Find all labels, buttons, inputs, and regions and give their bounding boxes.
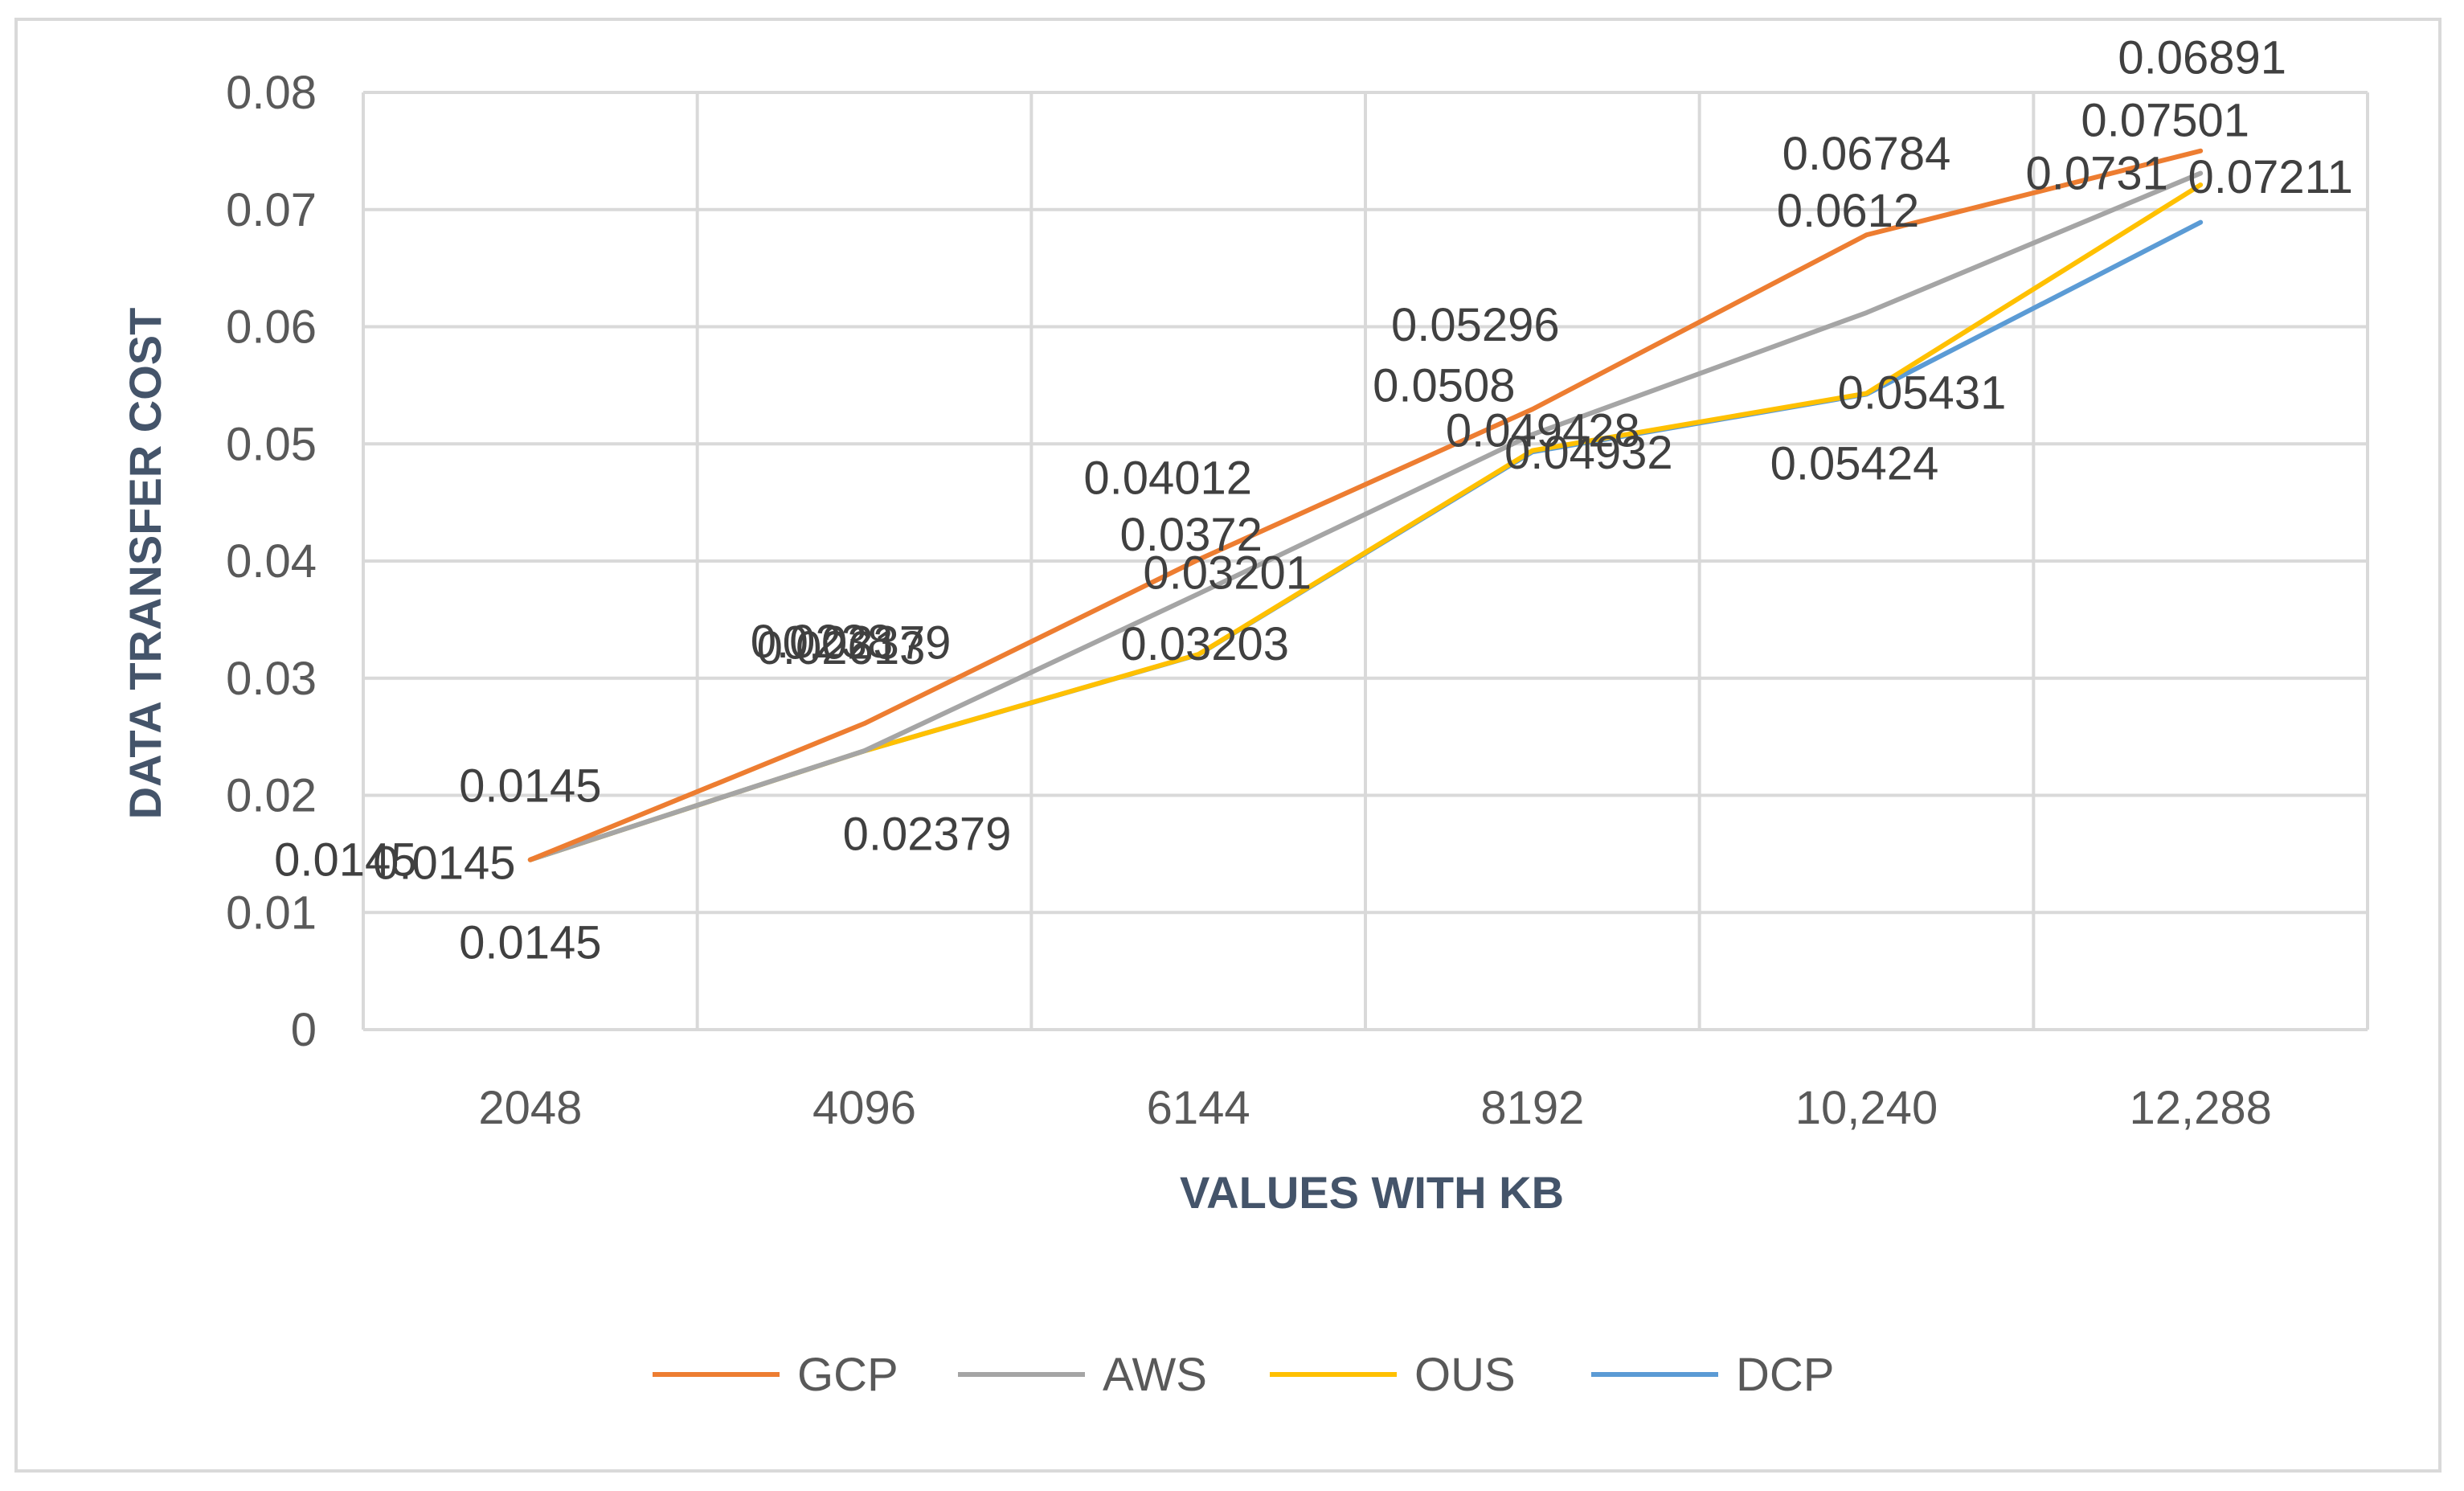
- x-tick-label: 12,288: [2129, 1082, 2271, 1134]
- data-label-aws: 0.0372: [1119, 509, 1262, 561]
- y-tick-label: 0.06: [226, 301, 317, 354]
- data-label-ous: 0.07211: [2188, 151, 2352, 203]
- y-tick-label: 0: [291, 1004, 317, 1056]
- y-tick-label: 0.08: [226, 67, 317, 119]
- series-lines: [527, 148, 2204, 862]
- data-label-aws: 0.0238: [751, 616, 893, 668]
- y-axis-ticks: 0 0.01 0.02 0.03 0.04 0.05 0.06 0.07 0.08: [226, 67, 317, 1056]
- x-tick-label: 2048: [478, 1082, 582, 1134]
- data-label-gcp: 0.07501: [2081, 95, 2249, 147]
- data-label-aws: 0.0508: [1373, 360, 1515, 412]
- data-label-dcp: 0.06891: [2118, 32, 2286, 84]
- y-axis-title: DATA TRANSFER COST: [120, 308, 170, 820]
- data-label-gcp: 0.04012: [1083, 452, 1252, 504]
- y-tick-label: 0.03: [226, 653, 317, 705]
- legend-label-dcp: DCP: [1736, 1349, 1834, 1401]
- data-label-ous: 0.05431: [1838, 367, 2007, 419]
- x-tick-label: 4096: [812, 1082, 916, 1134]
- y-tick-label: 0.05: [226, 418, 317, 470]
- x-tick-label: 10,240: [1795, 1082, 1938, 1134]
- data-label-aws: 0.0612: [1777, 185, 1919, 237]
- data-label-gcp: 0.0145: [459, 760, 601, 813]
- data-label-ous: 0.0145: [373, 838, 515, 890]
- data-label-aws: 0.0145: [274, 834, 416, 887]
- data-labels: 0.0145 0.02613 0.04012 0.05296 0.06784 0.0750…: [274, 32, 2353, 969]
- y-tick-label: 0.02: [226, 770, 317, 822]
- gridlines: [362, 91, 2369, 1031]
- x-tick-label: 6144: [1147, 1082, 1250, 1134]
- x-axis-ticks: 2048 4096 6144 8192 10,240 12,288: [478, 1082, 2272, 1134]
- y-tick-label: 0.01: [226, 887, 317, 939]
- chart-frame: [14, 18, 2441, 1473]
- series-line-gcp: [527, 148, 2204, 862]
- legend-label-aws: AWS: [1103, 1349, 1207, 1401]
- y-tick-label: 0.04: [226, 535, 317, 588]
- data-label-dcp: 0.0145: [459, 917, 601, 969]
- data-label-dcp: 0.03201: [1143, 547, 1312, 599]
- data-label-aws: 0.0731: [2025, 148, 2167, 200]
- data-label-ous: 0.049428: [1446, 405, 1640, 457]
- data-label-gcp: 0.05296: [1391, 299, 1560, 351]
- legend: GCP AWS OUS DCP: [653, 1349, 1834, 1401]
- data-label-gcp: 0.06784: [1783, 128, 1951, 180]
- y-tick-label: 0.07: [226, 184, 317, 236]
- data-label-gcp: 0.02613: [757, 622, 926, 674]
- data-label-ous: 0.03203: [1120, 618, 1289, 670]
- series-line-aws: [527, 170, 2204, 862]
- data-label-dcp: 0.05424: [1770, 437, 1939, 489]
- legend-label-ous: OUS: [1414, 1349, 1516, 1401]
- data-label-dcp: 0.04932: [1504, 427, 1673, 479]
- x-tick-label: 8192: [1480, 1082, 1584, 1134]
- legend-label-gcp: GCP: [797, 1349, 898, 1401]
- x-axis-title: VALUES WITH KB: [1180, 1167, 1564, 1218]
- data-label-ous: 0.02379: [783, 616, 952, 669]
- data-label-dcp: 0.02379: [843, 808, 1012, 860]
